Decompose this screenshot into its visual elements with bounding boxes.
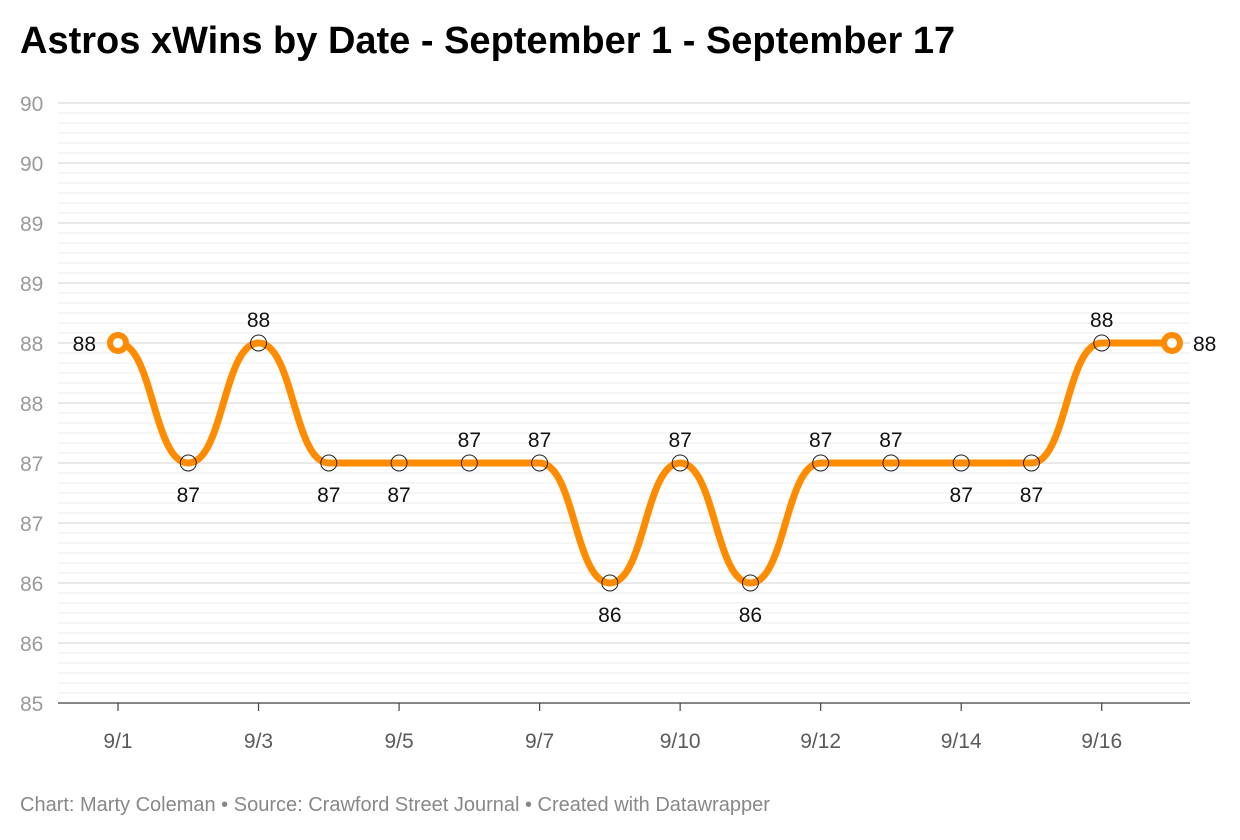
- data-label: 88: [1193, 333, 1216, 356]
- data-label: 87: [177, 484, 200, 507]
- y-tick-label: 86: [20, 573, 43, 596]
- y-tick-label: 86: [20, 633, 43, 656]
- data-label: 87: [458, 429, 481, 452]
- data-point: [1022, 454, 1040, 472]
- data-point: [601, 574, 619, 592]
- endpoint-marker: [1161, 332, 1183, 354]
- data-point: [741, 574, 759, 592]
- y-tick-label: 89: [20, 213, 43, 236]
- data-point: [179, 454, 197, 472]
- x-tick-label: 9/16: [1081, 730, 1122, 753]
- data-label: 88: [247, 309, 270, 332]
- data-label: 87: [528, 429, 551, 452]
- data-label: 88: [73, 333, 96, 356]
- data-point: [320, 454, 338, 472]
- x-tick-label: 9/5: [384, 730, 413, 753]
- x-tick-label: 9/12: [800, 730, 841, 753]
- data-point: [952, 454, 970, 472]
- data-label: 86: [598, 604, 621, 627]
- data-points: [107, 332, 1183, 592]
- x-tick-label: 9/1: [103, 730, 132, 753]
- data-label: 88: [1090, 309, 1113, 332]
- y-tick-label: 88: [20, 393, 43, 416]
- y-tick-label: 90: [20, 153, 43, 176]
- data-point: [390, 454, 408, 472]
- y-tick-label: 87: [20, 513, 43, 536]
- data-label: 87: [668, 429, 691, 452]
- chart-footer: Chart: Marty Coleman • Source: Crawford …: [20, 794, 770, 816]
- y-tick-label: 88: [20, 333, 43, 356]
- data-label: 87: [387, 484, 410, 507]
- chart-title: Astros xWins by Date - September 1 - Sep…: [20, 20, 956, 62]
- x-tick-label: 9/3: [244, 730, 273, 753]
- y-axis: 85 86 86 87 87 88 88 89 89 90 90: [20, 93, 43, 716]
- x-axis: 9/1 9/3 9/5 9/7 9/10 9/12 9/14 9/16: [58, 702, 1190, 753]
- x-tick-label: 9/10: [660, 730, 701, 753]
- data-point: [1093, 334, 1111, 352]
- data-point: [460, 454, 478, 472]
- data-point: [812, 454, 830, 472]
- y-tick-label: 89: [20, 273, 43, 296]
- data-label: 86: [739, 604, 762, 627]
- x-tick-label: 9/7: [525, 730, 554, 753]
- grid-lines: [58, 102, 1190, 704]
- data-labels: 88 87 88 87 87 87 87 86 87 86 87 87 87 87 88 88: [73, 309, 1217, 627]
- data-label: 87: [1020, 484, 1043, 507]
- data-label: 87: [809, 429, 832, 452]
- data-label: 87: [950, 484, 973, 507]
- y-tick-label: 90: [20, 93, 43, 116]
- y-tick-label: 85: [20, 693, 43, 716]
- data-label: 87: [879, 429, 902, 452]
- data-point: [531, 454, 549, 472]
- data-point: [250, 334, 268, 352]
- x-tick-label: 9/14: [941, 730, 982, 753]
- endpoint-marker: [107, 332, 129, 354]
- data-point: [671, 454, 689, 472]
- data-label: 87: [317, 484, 340, 507]
- y-tick-label: 87: [20, 453, 43, 476]
- data-point: [882, 454, 900, 472]
